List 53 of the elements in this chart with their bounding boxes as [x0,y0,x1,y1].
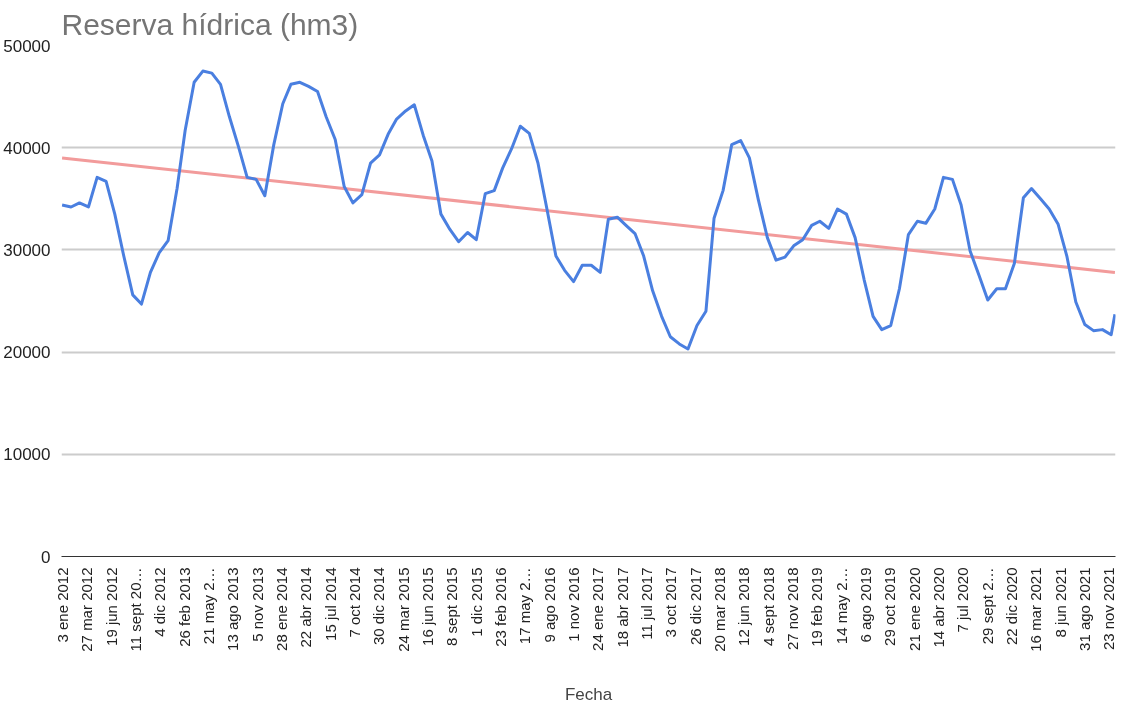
x-tick-label: 29 oct 2019 [881,567,899,646]
x-tick-label: 4 sept 2018 [759,567,777,646]
x-tick-label: 5 nov 2013 [248,567,266,642]
x-tick-label: 14 abr 2020 [930,567,948,648]
x-tick-label: 20 mar 2018 [711,567,729,652]
x-tick-label: 22 dic 2020 [1003,567,1021,646]
x-tick-label: 31 ago 2021 [1076,567,1094,651]
x-tick-label: 1 nov 2016 [565,567,583,642]
x-tick-label: 29 sept 2… [978,567,996,645]
x-tick-label: 12 jun 2018 [735,567,753,646]
x-tick-label: 13 ago 2013 [224,567,242,651]
y-tick-label: 50000 [3,36,51,56]
x-tick-label: 6 ago 2019 [857,567,875,643]
x-tick-label: 4 dic 2012 [151,567,169,637]
x-tick-label: 21 may 2… [200,567,218,645]
y-tick-label: 20000 [3,343,51,363]
x-tick-label: 27 nov 2018 [784,567,802,651]
x-tick-label: 3 ene 2012 [54,567,72,643]
x-tick-label: 14 may 2… [832,567,850,645]
x-tick-label: 23 feb 2016 [492,567,510,647]
y-tick-label: 0 [41,547,51,567]
x-tick-label: 16 mar 2021 [1027,567,1045,652]
x-tick-label: 19 feb 2019 [808,567,826,647]
x-tick-label: 16 jun 2015 [419,567,437,646]
x-tick-label: 18 abr 2017 [613,567,631,648]
line-series [61,69,1116,351]
y-tick-label: 30000 [3,240,51,260]
x-tick-label: 7 oct 2014 [346,567,364,638]
y-tick-label: 10000 [3,445,51,465]
x-tick-label: 24 ene 2017 [589,567,607,651]
x-tick-label: 1 dic 2015 [467,567,485,637]
x-tick-label: 8 sept 2015 [443,567,461,646]
x-tick-label: 26 dic 2017 [686,567,704,646]
x-tick-label: 27 mar 2012 [78,567,96,652]
x-tick-label: 19 jun 2012 [102,567,120,646]
chart-title: Reserva hídrica (hm3) [61,7,359,41]
x-tick-label: 17 may 2… [516,567,534,645]
x-tick-label: 30 dic 2014 [370,567,388,646]
x-tick-label: 9 ago 2016 [540,567,558,643]
x-tick-label: 3 oct 2017 [662,567,680,638]
x-tick-label: 15 jul 2014 [321,567,339,641]
x-tick-label: 26 feb 2013 [175,567,193,647]
x-tick-label: 22 abr 2014 [297,567,315,648]
x-tick-label: 24 mar 2015 [394,567,412,652]
x-tick-label: 11 sept 20… [127,567,145,652]
x-tick-label: 8 jun 2021 [1051,567,1069,638]
x-tick-label: 28 ene 2014 [273,567,291,651]
x-tick-label: 7 jul 2020 [954,567,972,633]
x-tick-label: 21 ene 2020 [905,567,923,651]
x-tick-label: 11 jul 2017 [638,567,656,640]
y-tick-label: 40000 [3,138,51,158]
x-tick-label: 23 nov 2021 [1100,567,1118,651]
x-axis-title: Fecha [564,684,613,704]
